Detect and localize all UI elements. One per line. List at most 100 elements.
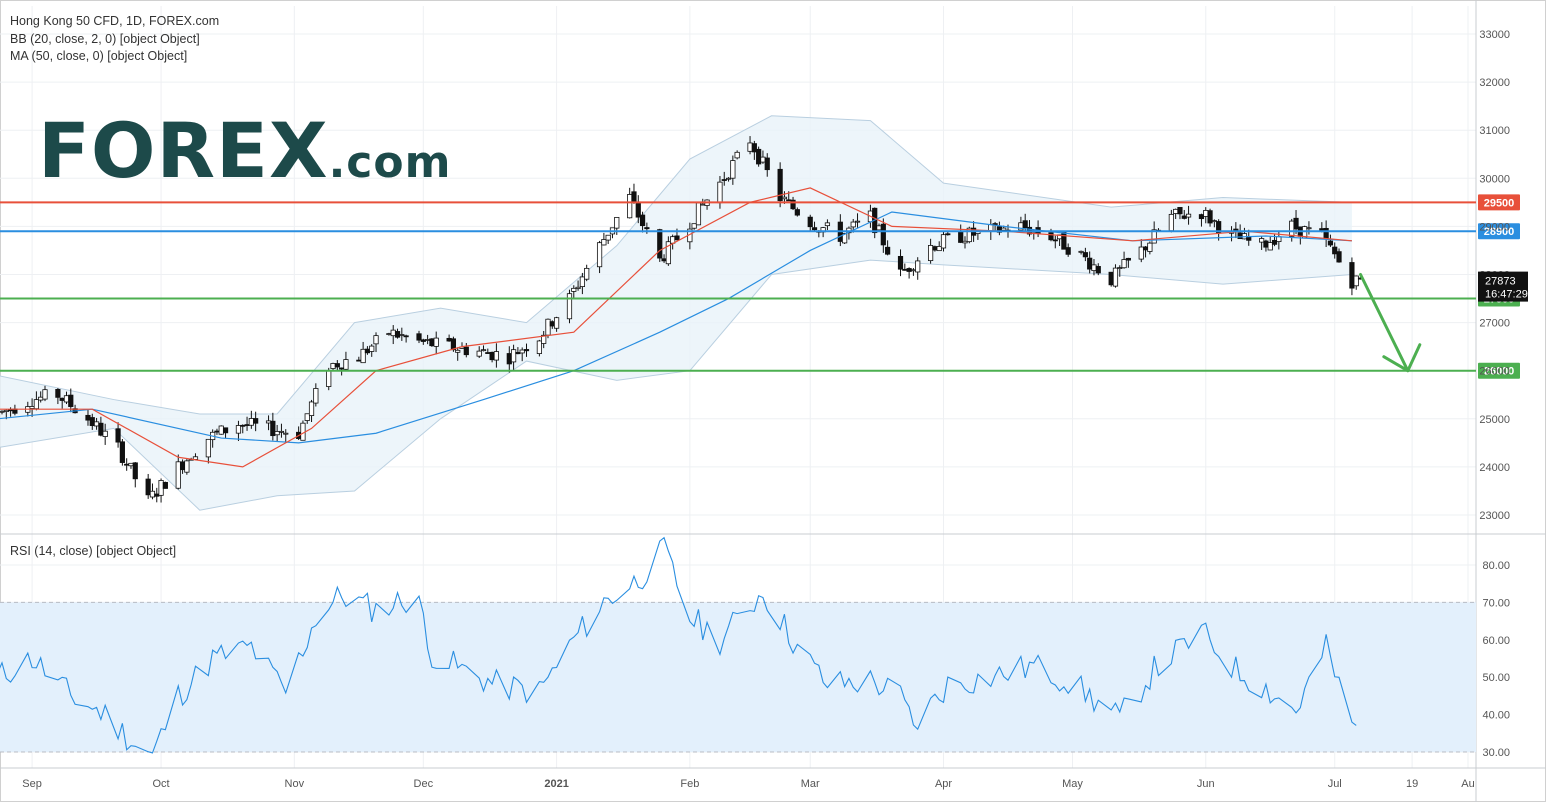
candle-down — [1065, 247, 1071, 255]
candle-down — [790, 199, 796, 210]
candle-down — [1207, 210, 1213, 224]
candle-up — [3, 409, 9, 412]
candle-down — [811, 227, 818, 231]
down-arrow-head — [1382, 343, 1422, 373]
candle-up — [480, 349, 487, 352]
candle-down — [1177, 207, 1183, 215]
candle-up — [575, 286, 581, 289]
price-tick: 24000 — [1479, 462, 1510, 474]
candle-up — [218, 425, 224, 435]
candle-up — [760, 156, 766, 163]
candle-down — [631, 191, 637, 203]
candle-up — [455, 349, 461, 353]
candle-up — [700, 203, 706, 206]
candle-up — [824, 222, 831, 227]
candle-down — [906, 268, 912, 272]
candle-down — [1327, 240, 1334, 246]
candle-up — [915, 260, 921, 273]
candle-down — [1181, 215, 1187, 219]
candle-down — [7, 409, 14, 412]
candle-up — [695, 202, 702, 226]
candle-up — [842, 233, 848, 244]
time-tick: 19 — [1406, 778, 1418, 790]
candle-up — [313, 388, 319, 404]
candle-up — [962, 240, 968, 244]
candle-up — [278, 430, 285, 433]
candle-down — [1142, 246, 1149, 251]
candle-down — [1095, 266, 1101, 274]
bollinger-band-fill — [0, 115, 1352, 511]
candle-down — [1349, 262, 1355, 289]
candle-down — [429, 338, 435, 347]
candle-up — [1173, 208, 1179, 214]
candle-down — [786, 199, 792, 202]
candle-down — [721, 179, 727, 181]
candle-down — [515, 352, 521, 355]
candle-down — [162, 481, 168, 489]
candle-up — [691, 223, 697, 229]
time-tick: Oct — [153, 778, 170, 790]
candle-up — [304, 413, 310, 421]
candle-up — [850, 221, 856, 228]
candle-down — [1263, 240, 1269, 248]
candle-down — [1237, 232, 1243, 240]
candle-down — [657, 229, 663, 259]
candle-down — [661, 258, 667, 262]
candle-up — [910, 269, 917, 272]
candle-down — [1323, 227, 1329, 240]
candle-up — [369, 345, 375, 352]
candle-up — [476, 350, 482, 357]
price-tick: 31000 — [1479, 125, 1510, 137]
candle-up — [1267, 242, 1273, 251]
candle-up — [605, 234, 611, 241]
candle-up — [1203, 210, 1209, 217]
candle-up — [433, 337, 439, 347]
candle-down — [253, 418, 259, 424]
candle-up — [1121, 259, 1127, 269]
forex-logo: FOREX.com — [38, 106, 451, 195]
candle-up — [566, 293, 573, 320]
candle-up — [205, 438, 211, 458]
candle-up — [0, 410, 5, 413]
candle-down — [356, 359, 362, 362]
candle-down — [416, 333, 422, 341]
candle-down — [463, 346, 469, 356]
candle-up — [248, 418, 254, 426]
candle-up — [876, 225, 882, 231]
candle-up — [184, 460, 190, 473]
candle-down — [244, 424, 250, 426]
candle-down — [179, 461, 186, 471]
price-tick: 29000 — [1479, 221, 1510, 233]
candle-down — [420, 339, 426, 342]
time-tick: Apr — [935, 778, 952, 790]
candle-down — [132, 462, 138, 480]
candle-up — [1259, 238, 1265, 243]
candle-up — [584, 267, 590, 280]
time-tick: 2021 — [544, 778, 568, 790]
candle-down — [756, 148, 762, 165]
candle-down — [334, 363, 340, 368]
candle-up — [274, 431, 280, 436]
candle-up — [1289, 220, 1295, 237]
candle-down — [902, 268, 908, 271]
level-label-26000: 26000 — [1484, 366, 1515, 378]
price-tick: 32000 — [1479, 77, 1510, 89]
current-price-countdown: 16:47:29 — [1485, 289, 1528, 301]
candle-down — [85, 414, 91, 421]
candle-up — [553, 317, 560, 329]
candle-down — [958, 231, 964, 243]
candle-up — [63, 395, 70, 403]
candle-down — [489, 351, 495, 361]
candle-up — [781, 196, 788, 200]
current-price-tag — [1478, 271, 1528, 302]
candle-up — [1078, 250, 1084, 253]
candle-up — [936, 246, 942, 252]
candle-down — [523, 349, 530, 352]
candle-up — [519, 349, 525, 354]
candle-up — [42, 389, 48, 400]
ma-legend: MA (50, close, 0) [object Object] — [10, 49, 188, 63]
candle-down — [1332, 246, 1338, 255]
candle-down — [89, 417, 95, 427]
candle-up — [102, 430, 108, 437]
